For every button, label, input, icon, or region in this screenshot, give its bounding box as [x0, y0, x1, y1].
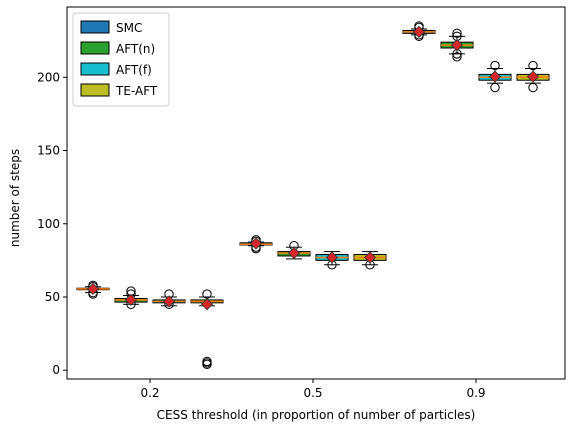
legend-label: AFT(f)	[116, 63, 152, 77]
x-tick-label: 0.5	[303, 386, 322, 400]
mean-marker	[526, 70, 540, 83]
outlier-point	[528, 82, 538, 93]
x-tick-label: 0.9	[466, 386, 485, 400]
box-te-aft-0.2	[190, 289, 224, 370]
mean-marker	[488, 70, 502, 83]
mean-marker	[124, 293, 138, 306]
box-te-aft-0.5	[353, 251, 387, 270]
mean-marker	[287, 246, 301, 260]
outlier-point	[490, 60, 500, 71]
box-aft-n-0.5	[277, 241, 311, 260]
legend-label: TE-AFT	[115, 84, 158, 98]
y-axis-label: number of steps	[8, 149, 22, 247]
axes-frame	[66, 6, 566, 380]
box-aft-f-0.5	[315, 251, 349, 270]
axes: 0 50 100 150 200 0.2 0.5 0.9	[37, 6, 566, 400]
outlier-point	[490, 82, 500, 93]
plot-area	[76, 21, 550, 370]
mean-marker	[325, 251, 339, 264]
x-axis-label: CESS threshold (in proportion of number …	[157, 408, 476, 422]
mean-marker	[249, 237, 263, 250]
mean-marker	[162, 295, 176, 308]
legend-swatch	[80, 62, 110, 76]
box-smc-0.2	[76, 280, 110, 299]
box-smc-0.9	[402, 21, 436, 41]
legend: SMC AFT(n) AFT(f) TE-AFT	[72, 12, 170, 107]
mean-marker	[412, 25, 426, 38]
box-aft-f-0.9	[478, 60, 512, 93]
y-tick-label: 0	[52, 363, 60, 377]
outlier-point	[452, 28, 462, 39]
legend-box	[72, 12, 170, 107]
box-smc-0.5	[239, 235, 273, 254]
y-tick-label: 200	[37, 70, 60, 84]
legend-label: SMC	[116, 21, 142, 35]
y-tick-label: 100	[37, 217, 60, 231]
mean-marker	[450, 39, 464, 52]
y-tick-label: 50	[45, 290, 60, 304]
legend-swatch	[80, 41, 110, 55]
legend-swatch	[80, 20, 110, 34]
mean-marker	[86, 282, 100, 295]
y-tick-label: 150	[37, 144, 60, 158]
box-aft-f-0.2	[152, 289, 186, 310]
x-tick-label: 0.2	[140, 386, 159, 400]
mean-marker	[200, 298, 214, 311]
outlier-point	[528, 60, 538, 71]
box-aft-n-0.9	[440, 28, 474, 62]
outlier-point	[202, 359, 212, 370]
box-aft-n-0.2	[114, 286, 148, 310]
legend-swatch	[80, 83, 110, 97]
box-te-aft-0.9	[516, 60, 550, 93]
outlier-point	[452, 52, 462, 62]
legend-label: AFT(n)	[116, 42, 155, 56]
mean-marker	[363, 251, 377, 264]
